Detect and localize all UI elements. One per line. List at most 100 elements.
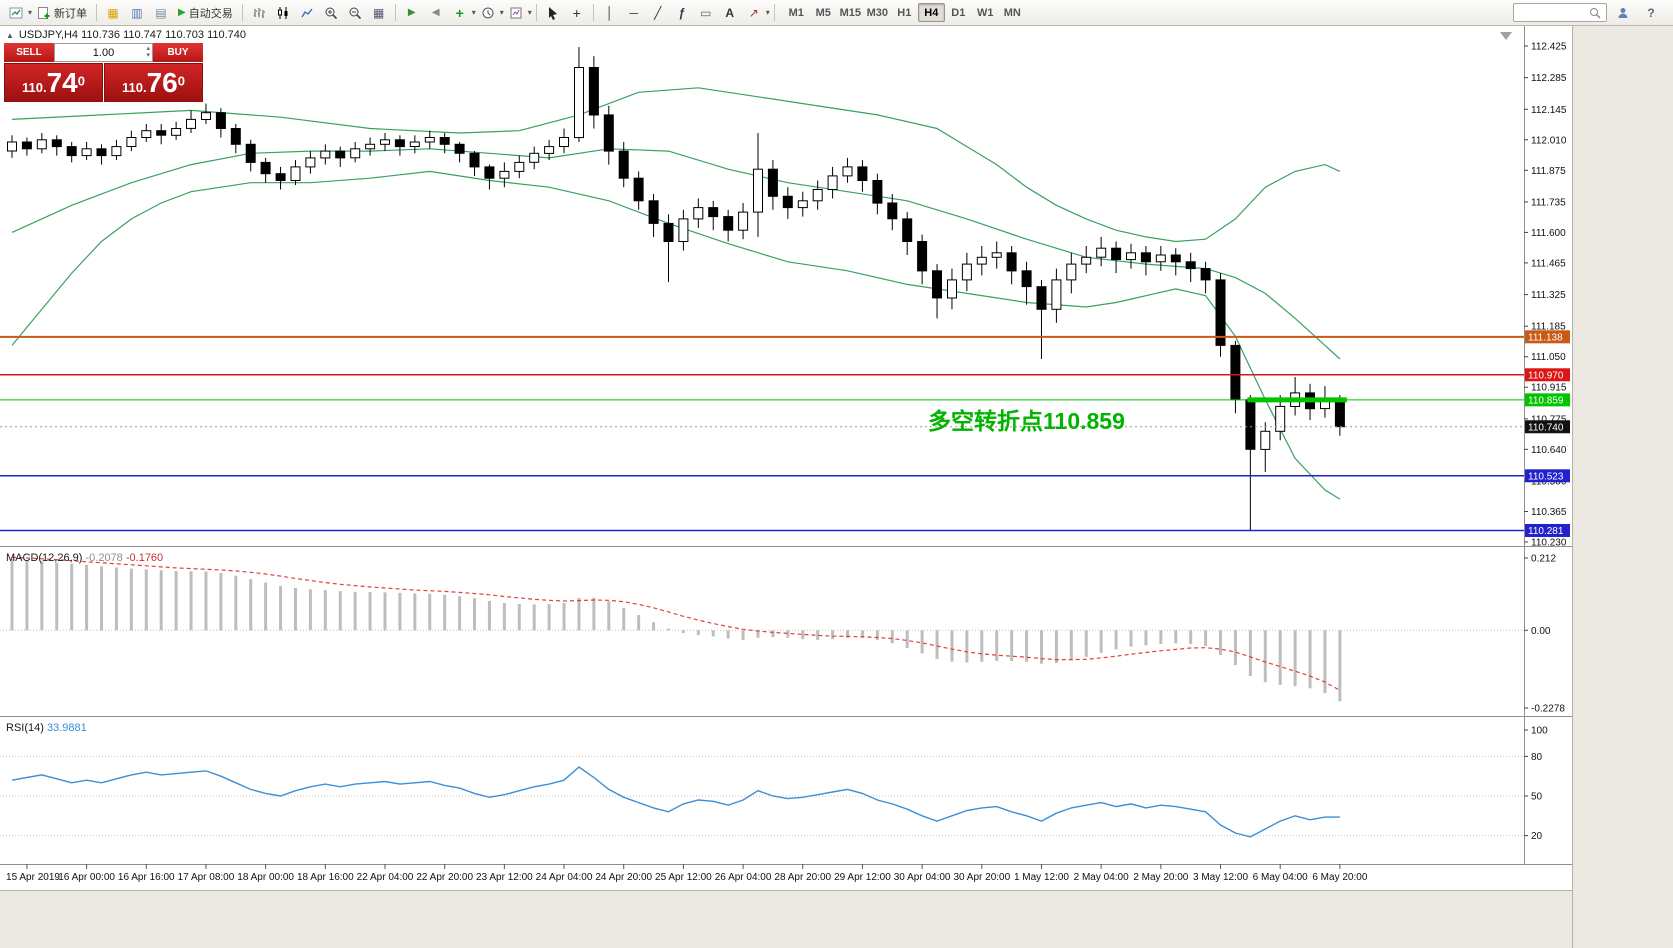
crosshair-button[interactable]: +: [566, 3, 588, 23]
text-tool-button[interactable]: A: [719, 3, 741, 23]
candle-bullish: [544, 146, 555, 154]
toolbar-separator: [96, 4, 98, 21]
candle-bearish: [275, 173, 286, 181]
macd-indicator-label: MACD(12,26,9) -0.2078 -0.1760: [6, 552, 163, 564]
indicators-button[interactable]: +: [449, 3, 471, 23]
candle-bearish: [663, 222, 674, 242]
candle-bullish: [171, 128, 182, 136]
candle-bearish: [588, 67, 599, 116]
timeframe-button-m15[interactable]: M15: [839, 6, 861, 19]
candlestick-icon: [277, 6, 288, 19]
bollinger-lower-band: [11, 170, 1341, 500]
time-axis-label: 3 May 12:00: [1193, 872, 1248, 883]
sell-button[interactable]: SELL: [4, 43, 54, 62]
price-chart[interactable]: 112.425 112.285 112.145 112.010 111.875 111.7…: [0, 26, 1572, 890]
chart-shift-button[interactable]: ◀: [425, 3, 447, 23]
spinner-up-icon[interactable]: ▴: [146, 45, 150, 52]
candle-bullish: [827, 175, 838, 190]
horizontal-line-tool-button[interactable]: ─: [623, 3, 645, 23]
timeframe-button-w1[interactable]: W1: [977, 6, 994, 19]
periods-caret-icon[interactable]: ▾: [499, 8, 504, 17]
periods-button[interactable]: [477, 3, 499, 23]
toolbar-search[interactable]: [1513, 3, 1607, 22]
price-scale-label: 111.600: [1531, 228, 1566, 239]
templates-caret-icon[interactable]: ▾: [527, 8, 532, 17]
volume-spinner[interactable]: ▴ ▾: [146, 45, 150, 59]
sell-price-button[interactable]: 110.740: [4, 63, 103, 102]
volume-field[interactable]: 1.00 ▴ ▾: [54, 43, 153, 62]
bar-chart-icon: [253, 7, 265, 18]
timeframe-button-mn[interactable]: MN: [1003, 6, 1021, 19]
toolbar-separator: [241, 4, 243, 21]
community-button[interactable]: [1612, 3, 1634, 23]
candle-bullish: [126, 137, 137, 147]
candle-bearish: [156, 130, 167, 136]
autoscroll-marker-icon[interactable]: [1500, 32, 1512, 40]
arrow-tool-button[interactable]: ↗: [743, 3, 765, 23]
candle-bullish: [574, 67, 584, 139]
macd-signal-value: -0.1760: [125, 552, 164, 564]
data-window-button[interactable]: ▥: [126, 3, 148, 23]
status-area: [0, 890, 1572, 948]
fibonacci-icon: ƒ: [678, 5, 686, 20]
cursor-icon: [548, 6, 557, 20]
line-chart-icon: [301, 8, 313, 17]
candle-bullish: [1275, 405, 1286, 432]
auto-scroll-button[interactable]: ▶: [401, 3, 423, 23]
candle-bullish: [499, 170, 510, 179]
macd-scale-label: 0.212: [1531, 554, 1556, 565]
timeframe-button-m5[interactable]: M5: [815, 6, 831, 19]
indicators-caret-icon[interactable]: ▾: [471, 8, 476, 17]
cursor-button[interactable]: [542, 3, 564, 23]
buy-button[interactable]: BUY: [153, 43, 203, 62]
price-scale-label: 111.185: [1531, 322, 1566, 333]
zoom-in-button[interactable]: [320, 3, 342, 23]
new-chart-caret-icon[interactable]: ▾: [28, 8, 33, 17]
navigator-button[interactable]: ▤: [150, 3, 172, 23]
line-chart-mode-button[interactable]: [296, 3, 318, 23]
bar-chart-mode-button[interactable]: [248, 3, 270, 23]
spinner-down-icon[interactable]: ▾: [146, 52, 150, 59]
help-button[interactable]: ?: [1640, 3, 1662, 23]
timeframe-button-m30[interactable]: M30: [866, 6, 888, 19]
volume-value[interactable]: 1.00: [92, 46, 115, 59]
candle-bullish: [365, 143, 376, 150]
buy-price-sup: 0: [177, 73, 185, 89]
help-icon: ?: [1647, 5, 1655, 20]
horizontal-line-icon: ─: [629, 5, 639, 20]
price-tag-label: 110.281: [1528, 526, 1564, 537]
new-chart-button[interactable]: [5, 3, 27, 23]
candle-bearish: [51, 139, 62, 148]
search-input[interactable]: [1517, 5, 1589, 20]
new-order-label: 新订单: [54, 7, 88, 20]
vertical-line-tool-button[interactable]: │: [599, 3, 621, 23]
timeframe-button-d1[interactable]: D1: [951, 6, 966, 19]
timeframe-button-m1[interactable]: M1: [788, 6, 804, 19]
time-axis-label: 6 May 04:00: [1253, 872, 1308, 883]
new-order-button[interactable]: 新订单: [33, 3, 91, 23]
zoom-out-button[interactable]: [344, 3, 366, 23]
price-scale-label: 112.425: [1531, 42, 1567, 53]
tile-windows-button[interactable]: ▦: [368, 3, 390, 23]
trendline-tool-button[interactable]: ╱: [647, 3, 669, 23]
candle-bearish: [454, 143, 465, 154]
time-axis-label: 28 Apr 20:00: [774, 872, 831, 883]
candle-bullish: [976, 256, 987, 265]
templates-button[interactable]: [505, 3, 527, 23]
buy-price-button[interactable]: 110.760: [104, 63, 203, 102]
candlestick-mode-button[interactable]: [272, 3, 294, 23]
sell-price-main: 110.: [22, 80, 47, 95]
timeframe-button-h1[interactable]: H1: [897, 6, 912, 19]
candle-bullish: [947, 279, 957, 299]
objects-caret-icon[interactable]: ▾: [765, 8, 770, 17]
shapes-tool-button[interactable]: ▭: [695, 3, 717, 23]
candle-bullish: [842, 166, 853, 177]
one-click-toggle-icon[interactable]: ▲: [6, 30, 14, 40]
chart-annotation-text[interactable]: 多空转折点110.859: [928, 408, 1125, 434]
autotrading-button[interactable]: ▶ 自动交易: [174, 3, 237, 23]
timeframe-button-h4[interactable]: H4: [917, 3, 945, 22]
candle-bearish: [708, 207, 719, 218]
market-watch-button[interactable]: ▦: [102, 3, 124, 23]
candle-bullish: [693, 207, 704, 220]
fibonacci-tool-button[interactable]: ƒ: [671, 3, 693, 23]
